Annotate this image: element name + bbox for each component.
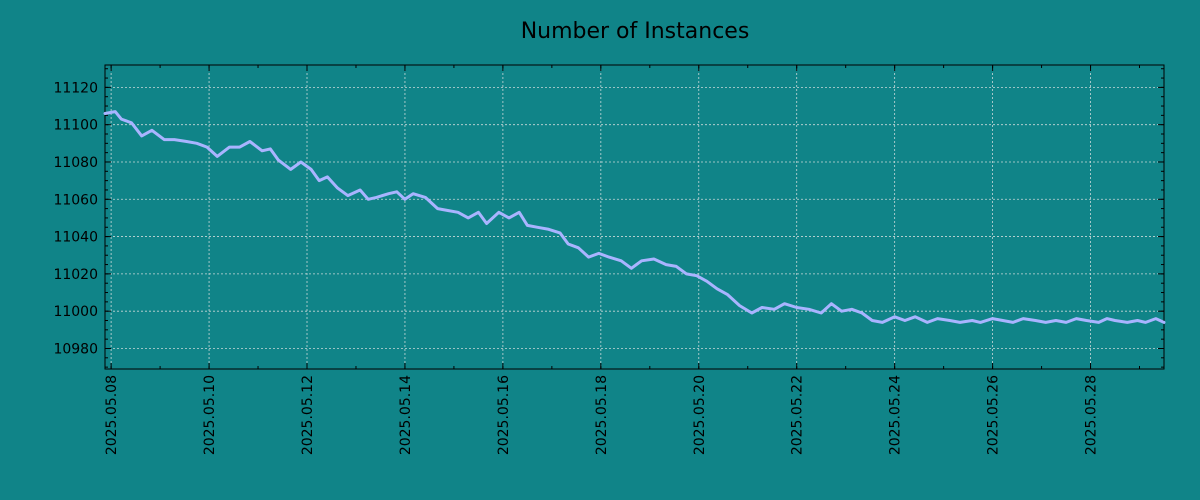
chart-title: Number of Instances: [521, 19, 750, 44]
x-tick-label: 2025.05.20: [692, 375, 708, 455]
x-tick-label: 2025.05.22: [790, 375, 806, 455]
y-tick-label: 11080: [53, 155, 98, 171]
y-tick-label: 11000: [53, 304, 98, 320]
x-tick-label: 2025.05.28: [1084, 375, 1100, 455]
y-tick-label: 10980: [53, 341, 98, 357]
y-tick-label: 11060: [53, 192, 98, 208]
x-tick-label: 2025.05.10: [202, 375, 218, 455]
x-tick-label: 2025.05.08: [104, 375, 120, 455]
y-tick-label: 11040: [53, 230, 98, 246]
y-tick-label: 11120: [53, 80, 98, 96]
x-axis-tick-labels: 2025.05.08 2025.05.10 2025.05.12 2025.05.14…: [104, 375, 1099, 455]
x-tick-label: 2025.05.24: [888, 375, 904, 455]
x-tick-label: 2025.05.26: [986, 375, 1002, 455]
y-tick-label: 11020: [53, 267, 98, 283]
grid-lines: [105, 65, 1164, 369]
axis-ticks: [105, 65, 1164, 369]
x-tick-label: 2025.05.18: [594, 375, 610, 455]
x-tick-label: 2025.05.16: [496, 375, 512, 455]
series-line: [103, 110, 1166, 324]
x-tick-label: 2025.05.14: [398, 375, 414, 455]
y-tick-label: 11100: [53, 118, 98, 134]
x-tick-label: 2025.05.12: [300, 375, 316, 455]
y-axis-tick-labels: 10980 11000 11020 11040 11060 11080 11100 11120: [53, 80, 98, 357]
plot-frame: [104, 64, 1165, 370]
